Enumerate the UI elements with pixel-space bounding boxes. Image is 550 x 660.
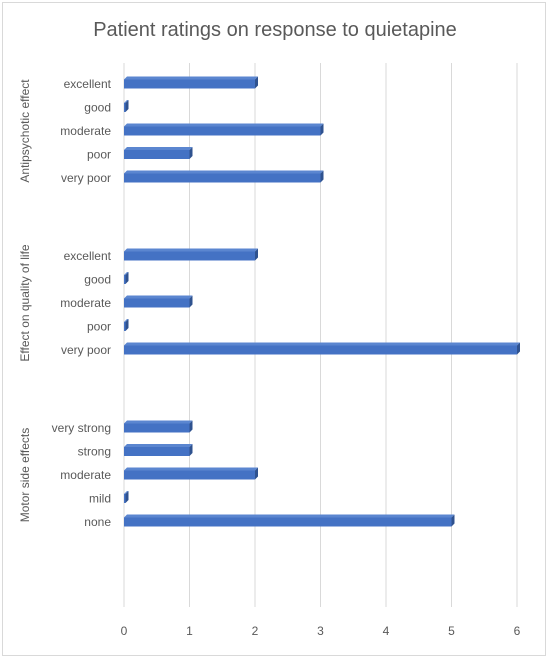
x-tick-label-0: 0 — [121, 624, 128, 638]
chart-plot: 0 1 2 3 4 5 6 Antipsychotic effect excellent good… — [18, 63, 521, 638]
chart-title: Patient ratings on response to quietapin… — [93, 19, 457, 41]
category-label-2-1: strong — [78, 445, 111, 459]
bar-2-1 — [124, 444, 193, 456]
category-label-0-4: very poor — [61, 171, 111, 185]
category-label-1-2: moderate — [60, 296, 111, 310]
bar-0-0 — [124, 76, 258, 89]
category-label-2-0: very strong — [52, 421, 111, 435]
category-label-2-3: mild — [89, 492, 111, 506]
x-tick-label-1: 1 — [186, 624, 193, 638]
category-label-0-1: good — [84, 101, 111, 115]
x-tick-label-5: 5 — [448, 624, 455, 638]
category-label-1-1: good — [84, 273, 111, 287]
category-label-0-3: poor — [87, 148, 111, 162]
bar-2-4 — [124, 514, 455, 527]
bar-0-3 — [124, 147, 193, 159]
bar-1-4 — [124, 342, 520, 355]
category-label-0-0: excellent — [64, 77, 112, 91]
bar-1-2 — [124, 295, 193, 308]
x-tick-label-2: 2 — [252, 624, 259, 638]
bar-1-0 — [124, 248, 258, 261]
x-tick-label-3: 3 — [317, 624, 324, 638]
bar-2-2 — [124, 467, 258, 480]
bar-2-0 — [124, 420, 193, 433]
category-label-1-4: very poor — [61, 343, 111, 357]
bar-2-3 — [124, 491, 129, 503]
group-label-2: Motor side effects — [18, 428, 32, 523]
bar-0-4 — [124, 170, 324, 183]
bar-0-2 — [124, 123, 324, 136]
bar-1-1 — [124, 272, 129, 284]
x-tick-label-4: 4 — [383, 624, 390, 638]
group-label-0: Antipsychotic effect — [18, 79, 32, 183]
category-label-1-0: excellent — [64, 249, 112, 263]
category-label-2-2: moderate — [60, 468, 111, 482]
group-label-1: Effect on quality of life — [18, 244, 32, 362]
bar-0-1 — [124, 100, 129, 112]
bar-1-3 — [124, 319, 129, 331]
category-label-0-2: moderate — [60, 124, 111, 138]
category-label-1-3: poor — [87, 320, 111, 334]
category-label-2-4: none — [84, 515, 111, 529]
x-tick-label-6: 6 — [514, 624, 521, 638]
